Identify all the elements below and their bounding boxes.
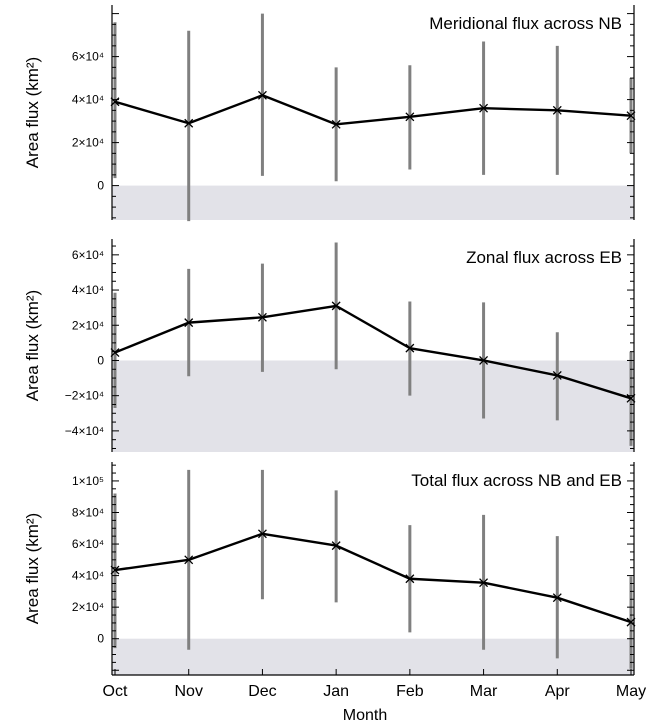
y-tick-label: 2×10⁴ [72,600,104,614]
data-point-marker [184,318,194,328]
negative-region-shade [112,360,634,452]
x-tick-label: May [616,683,646,700]
data-point-marker [405,343,415,353]
data-point-marker [257,90,267,100]
data-point-marker [331,301,341,311]
negative-region-shade [112,185,634,220]
series-line [114,304,632,400]
data-point-marker [479,103,489,113]
x-tick-label: Nov [174,683,202,700]
y-tick-label: 0 [97,632,104,646]
x-tick-label: Dec [248,683,276,700]
y-tick-label: 2×10⁴ [72,318,104,332]
x-axis-label: Month [343,707,387,724]
data-point-marker [552,370,562,380]
y-tick-label: 4×10⁴ [72,569,104,583]
y-tick-label: 1×10⁵ [72,474,104,488]
x-tick-label: Oct [103,683,128,700]
y-axis-label: Area flux (km²) [23,57,42,168]
y-axis-label: Area flux (km²) [23,513,42,624]
x-tick-label: Jan [323,683,349,700]
chart-panel-3: 0 2×10⁴ 4×10⁴ 6×10⁴ 8×10⁴ 1×10⁵ Area flux (km²… [23,462,646,724]
data-point-marker [479,356,489,365]
x-tick-label: Feb [396,683,424,700]
y-tick-label: 4×10⁴ [72,93,104,107]
data-point-marker [331,119,341,129]
y-tick-label: −4×10⁴ [65,424,104,438]
x-tick-label: Apr [545,683,571,700]
data-point-marker [184,118,194,128]
data-point-marker [257,312,267,322]
y-tick-label: 0 [97,179,104,193]
y-tick-label: 0 [97,353,104,367]
series-line [114,94,632,126]
panel-title: Total flux across NB and EB [411,471,622,490]
y-tick-label: −2×10⁴ [65,389,104,403]
y-tick-label: 8×10⁴ [72,505,104,519]
panel-title: Meridional flux across NB [429,14,622,33]
x-tick-label: Mar [470,683,498,700]
data-point-marker [257,529,267,539]
y-tick-label: 2×10⁴ [72,136,104,150]
data-point-marker [552,105,562,115]
negative-region-shade [112,638,634,675]
data-point-marker [331,541,341,551]
panel-title: Zonal flux across EB [466,248,622,267]
chart-panel-2: −4×10⁴ −2×10⁴ 0 2×10⁴ 4×10⁴ 6×10⁴ Area flux (k… [23,239,636,452]
series-line [114,532,632,624]
y-axis-label: Area flux (km²) [23,290,42,401]
data-point-marker [184,555,194,565]
y-tick-label: 6×10⁴ [72,537,104,551]
data-point-marker [405,112,415,122]
y-tick-label: 6×10⁴ [72,50,104,64]
data-point-marker [479,578,489,588]
y-tick-label: 4×10⁴ [72,283,104,297]
y-tick-label: 6×10⁴ [72,248,104,262]
data-point-marker [405,574,415,584]
data-point-marker [552,593,562,603]
chart-panel-1: 0 2×10⁴ 4×10⁴ 6×10⁴ Area flux (km²) Meridiona… [23,5,636,222]
